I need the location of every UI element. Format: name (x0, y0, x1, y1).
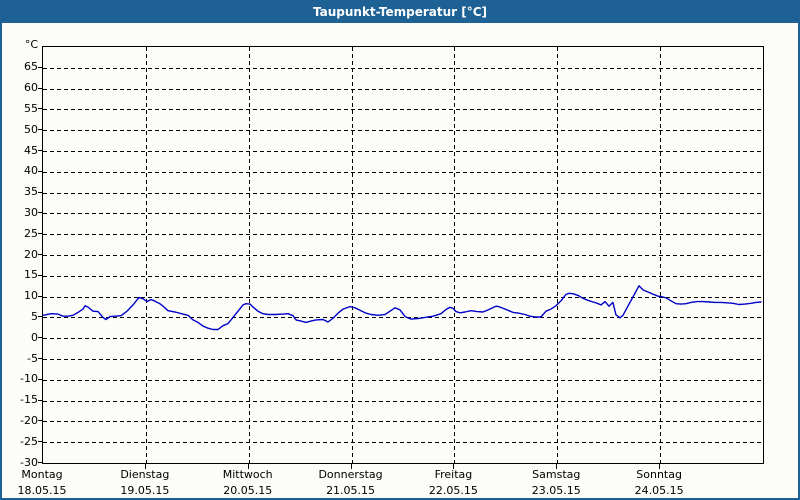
y-tick-mark (38, 212, 42, 213)
x-day-label: Dienstag (120, 468, 170, 481)
x-tick-mark (145, 464, 146, 469)
y-tick-mark (38, 150, 42, 151)
x-day-label: Samstag (532, 468, 581, 481)
y-tick-mark (38, 358, 42, 359)
y-tick-label: 35 (24, 185, 38, 199)
y-tick-label: 25 (24, 226, 38, 240)
y-tick-label: -30 (20, 455, 38, 469)
y-tick-label: 10 (24, 289, 38, 303)
y-tick-label: 40 (24, 164, 38, 178)
y-tick-label: 50 (24, 122, 38, 136)
y-tick-mark (38, 420, 42, 421)
y-tick-label: 65 (24, 60, 38, 74)
chart-canvas (43, 47, 763, 463)
x-tick-mark (453, 464, 454, 469)
x-date-label: 21.05.15 (326, 484, 376, 497)
y-tick-mark (38, 441, 42, 442)
x-date-label: 19.05.15 (120, 484, 170, 497)
y-tick-mark (38, 67, 42, 68)
window-titlebar: Taupunkt-Temperatur [°C] (2, 2, 798, 23)
y-tick-mark (38, 88, 42, 89)
y-tick-label: -15 (20, 393, 38, 407)
y-tick-mark (38, 129, 42, 130)
x-tick-mark (351, 464, 352, 469)
x-day-label: Freitag (434, 468, 473, 481)
y-tick-label: 55 (24, 101, 38, 115)
y-tick-label: -25 (20, 434, 38, 448)
x-date-label: 20.05.15 (223, 484, 273, 497)
x-day-label: Sonntag (636, 468, 682, 481)
y-tick-label: 5 (31, 309, 38, 323)
y-tick-mark (38, 192, 42, 193)
y-tick-label: 45 (24, 143, 38, 157)
y-tick-mark (38, 400, 42, 401)
x-date-label: 24.05.15 (634, 484, 684, 497)
y-tick-label: 15 (24, 268, 38, 282)
y-tick-mark (38, 254, 42, 255)
data-line-taupunkt (43, 285, 762, 331)
y-tick-label: 60 (24, 81, 38, 95)
x-day-label: Mittwoch (222, 468, 273, 481)
chart-title: Taupunkt-Temperatur [°C] (312, 5, 488, 19)
x-tick-mark (248, 464, 249, 469)
plot-area (42, 46, 764, 464)
y-tick-label: 0 (31, 330, 38, 344)
y-tick-mark (38, 379, 42, 380)
x-day-label: Donnerstag (318, 468, 383, 481)
x-date-label: 18.05.15 (17, 484, 67, 497)
y-tick-label: -5 (27, 351, 38, 365)
y-tick-mark (38, 316, 42, 317)
y-tick-mark (38, 233, 42, 234)
y-tick-label: -20 (20, 413, 38, 427)
y-tick-label: 20 (24, 247, 38, 261)
y-axis-unit-label: °C (24, 38, 38, 51)
y-tick-mark (38, 108, 42, 109)
y-tick-label: -10 (20, 372, 38, 386)
x-tick-mark (556, 464, 557, 469)
x-date-label: 23.05.15 (531, 484, 581, 497)
x-tick-mark (659, 464, 660, 469)
x-date-label: 22.05.15 (428, 484, 478, 497)
y-tick-mark (38, 275, 42, 276)
y-tick-mark (38, 296, 42, 297)
x-day-label: Montag (21, 468, 63, 481)
y-tick-mark (38, 171, 42, 172)
y-tick-mark (38, 462, 42, 463)
y-tick-label: 30 (24, 205, 38, 219)
y-tick-mark (38, 337, 42, 338)
